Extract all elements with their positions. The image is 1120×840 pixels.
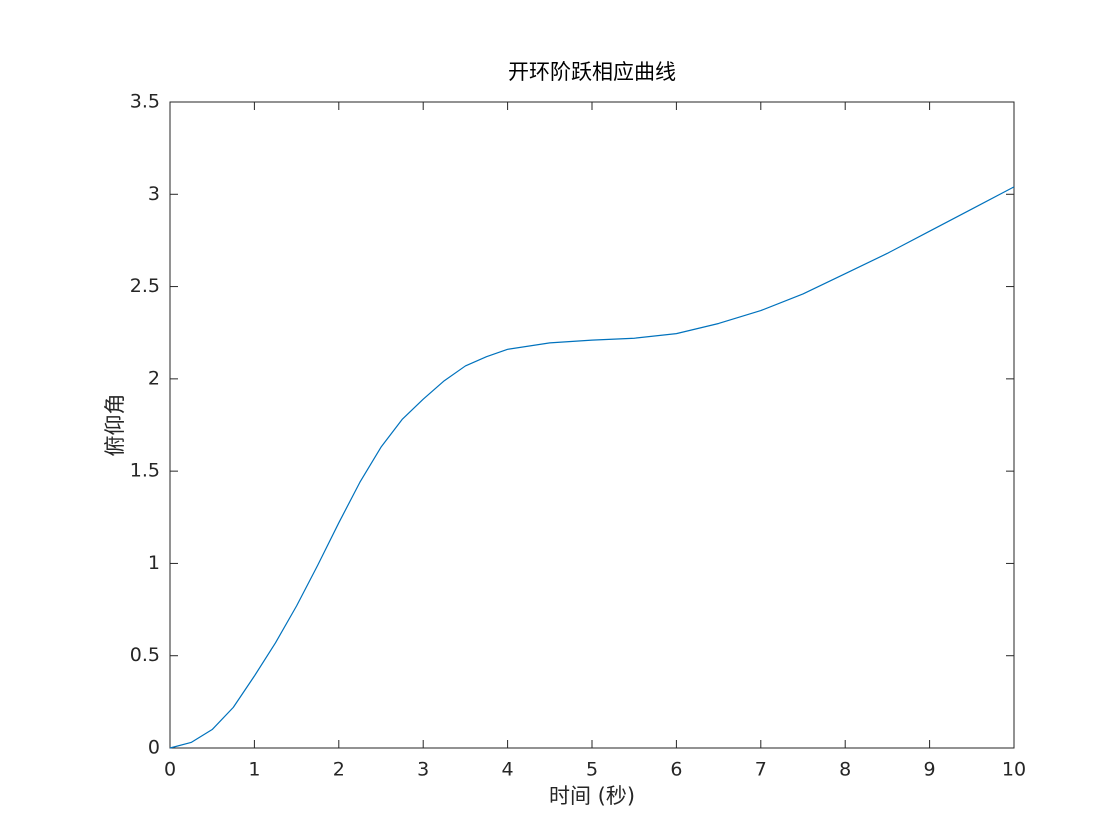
x-tick-label: 3 bbox=[417, 759, 429, 781]
chart-title: 开环阶跃相应曲线 bbox=[508, 60, 676, 84]
x-tick-label: 4 bbox=[502, 759, 514, 781]
y-tick-label: 2.5 bbox=[130, 275, 160, 297]
y-tick-label: 1.5 bbox=[130, 460, 160, 482]
x-tick-label: 1 bbox=[248, 759, 260, 781]
x-tick-label: 7 bbox=[755, 759, 767, 781]
x-tick-label: 6 bbox=[670, 759, 682, 781]
y-axis-label: 俯仰角 bbox=[103, 394, 127, 457]
x-axis-label: 时间 (秒) bbox=[549, 784, 635, 808]
x-tick-label: 10 bbox=[1002, 759, 1026, 781]
y-tick-label: 0 bbox=[148, 737, 160, 759]
y-tick-label: 0.5 bbox=[130, 644, 160, 666]
y-tick-label: 1 bbox=[148, 552, 160, 574]
x-tick-label: 2 bbox=[333, 759, 345, 781]
axes-box bbox=[169, 101, 1015, 749]
x-tick-label: 8 bbox=[839, 759, 851, 781]
x-tick-label: 9 bbox=[924, 759, 936, 781]
x-tick-label: 5 bbox=[586, 759, 598, 781]
x-tick-label: 0 bbox=[164, 759, 176, 781]
y-tick-label: 3 bbox=[148, 183, 160, 205]
y-tick-label: 2 bbox=[148, 367, 160, 389]
data-line bbox=[169, 186, 1015, 749]
y-tick-label: 3.5 bbox=[130, 91, 160, 113]
